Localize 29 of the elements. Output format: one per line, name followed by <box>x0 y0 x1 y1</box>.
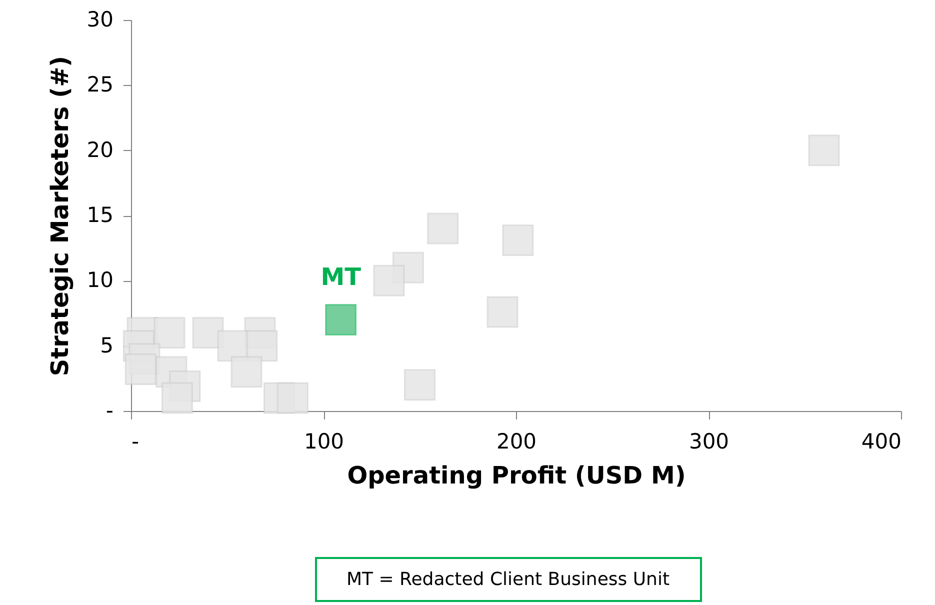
point <box>325 304 357 336</box>
point <box>808 134 840 166</box>
y-tick-label: - <box>106 398 114 422</box>
point <box>246 330 278 362</box>
y-tick-label: 20 <box>86 138 114 162</box>
point <box>427 212 459 244</box>
y-tick-label: 10 <box>86 268 114 292</box>
point <box>502 224 534 256</box>
x-tick-label: 100 <box>304 430 344 454</box>
y-tick-label: 15 <box>86 203 114 227</box>
y-axis-title: Strategic Marketers (#) <box>46 56 74 376</box>
text: MT = Redacted Client Business Unit <box>346 569 670 590</box>
point <box>276 382 308 414</box>
y-tick-label: 5 <box>100 333 114 358</box>
x-tick-label: 300 <box>688 430 730 454</box>
point <box>154 317 186 349</box>
x-tick-label: 400 <box>861 430 902 454</box>
annotation: MT <box>320 262 362 291</box>
point <box>230 356 262 388</box>
x-tick-label: 200 <box>496 430 537 454</box>
point <box>124 354 156 386</box>
point <box>486 296 518 328</box>
point <box>161 382 193 414</box>
x-axis-title: Operating Profit (USD M) <box>347 462 686 490</box>
x-tick-label: - <box>132 430 140 454</box>
point <box>404 369 436 401</box>
y-tick-label: 25 <box>86 72 114 97</box>
y-tick-label: 30 <box>86 8 114 32</box>
point <box>373 264 405 296</box>
